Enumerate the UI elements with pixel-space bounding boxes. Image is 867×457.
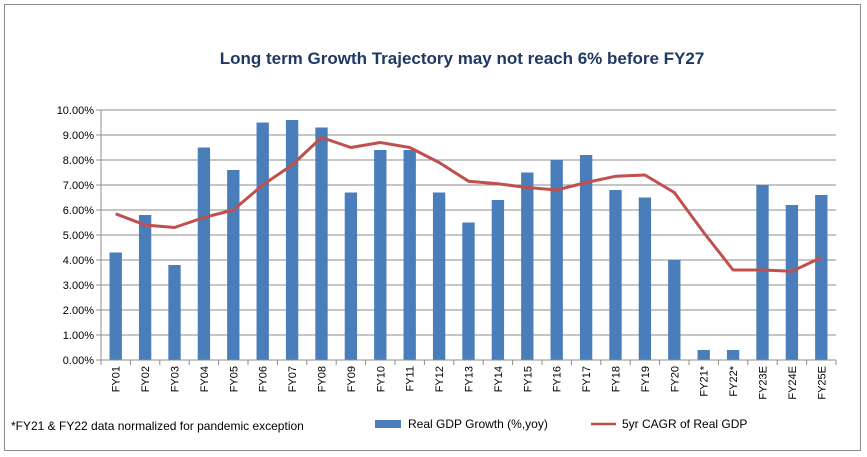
- x-tick-label: FY17: [581, 366, 593, 392]
- x-tick-label: FY15: [522, 366, 534, 392]
- legend-label-bar: Real GDP Growth (%,yoy): [408, 417, 548, 431]
- bar-fy19: [638, 197, 652, 360]
- x-tick-label: FY16: [552, 366, 564, 392]
- x-tick-label: FY04: [199, 366, 211, 392]
- gridlines: [101, 109, 836, 336]
- x-tick-label: FY14: [493, 366, 505, 392]
- chart-title: Long term Growth Trajectory may not reac…: [220, 49, 705, 68]
- x-tick-label: FY09: [346, 366, 358, 392]
- bar-series: [109, 120, 828, 360]
- bar-fy14: [491, 200, 505, 360]
- x-tick-label: FY11: [405, 366, 417, 391]
- x-tick-label: FY22*: [728, 365, 740, 396]
- y-tick-label: 4.00%: [63, 255, 94, 267]
- x-tick-label: FY23E: [758, 366, 770, 400]
- y-tick-label: 9.00%: [63, 130, 94, 142]
- x-tick-label: FY13: [464, 366, 476, 392]
- legend-swatch-bar: [375, 420, 401, 428]
- bar-fy16: [550, 160, 563, 360]
- bar-fy06: [256, 122, 269, 360]
- line-series: [115, 136, 822, 273]
- bar-fy01: [109, 252, 122, 360]
- x-tick-label: FY06: [258, 366, 270, 392]
- legend: Real GDP Growth (%,yoy) 5yr CAGR of Real…: [375, 417, 747, 431]
- bar-fy18: [609, 190, 622, 360]
- y-tick-label: 1.00%: [63, 330, 94, 342]
- bar-fy21-star: [697, 350, 710, 360]
- bar-fy03: [168, 265, 181, 360]
- bar-fy23e: [756, 185, 769, 360]
- bar-fy15: [521, 172, 534, 360]
- bar-fy11: [403, 150, 416, 360]
- bar-fy25e: [815, 195, 828, 360]
- bar-fy02: [138, 215, 152, 360]
- bar-fy12: [432, 192, 446, 360]
- bar-fy24e: [785, 205, 799, 360]
- x-tick-label: FY24E: [787, 366, 799, 400]
- axes: [100, 110, 836, 361]
- x-tick-label: FY07: [287, 366, 299, 392]
- footnote: *FY21 & FY22 data normalized for pandemi…: [11, 419, 304, 433]
- x-tick-label: FY20: [669, 366, 681, 392]
- x-tick-label: FY02: [140, 366, 152, 392]
- x-tick-label: FY08: [317, 366, 329, 392]
- bar-fy08: [315, 127, 328, 360]
- bar-fy20: [668, 260, 681, 360]
- x-tick-label: FY21*: [699, 365, 711, 396]
- x-tick-label: FY05: [228, 366, 240, 392]
- y-tick-label: 5.00%: [63, 230, 94, 242]
- y-tick-label: 3.00%: [63, 280, 94, 292]
- bar-fy22-star: [726, 350, 740, 360]
- bar-fy13: [462, 222, 475, 360]
- x-tick-label: FY03: [170, 366, 182, 392]
- bar-fy09: [344, 192, 358, 360]
- x-axis-ticks: FY01 FY02 FY03 FY04 FY05 FY06 FY07 FY08 FY09 FY10…: [100, 360, 837, 400]
- x-tick-label: FY19: [640, 366, 652, 392]
- bar-fy17: [579, 155, 593, 360]
- y-tick-label: 8.00%: [63, 155, 94, 167]
- cagr-line: [115, 136, 822, 273]
- y-tick-label: 2.00%: [63, 305, 94, 317]
- x-tick-label: FY18: [611, 366, 623, 392]
- x-tick-label: FY25E: [816, 366, 828, 400]
- y-tick-label: 6.00%: [63, 205, 94, 217]
- bar-fy05: [227, 170, 240, 360]
- y-tick-label: 7.00%: [63, 180, 94, 192]
- bar-fy10: [374, 150, 387, 360]
- bar-fy07: [285, 120, 299, 360]
- x-tick-label: FY10: [375, 366, 387, 392]
- y-axis-ticks: 0.00% 1.00% 2.00% 3.00% 4.00% 5.00% 6.00% 7.00%…: [57, 105, 101, 367]
- bar-fy04: [197, 147, 211, 360]
- x-tick-label: FY01: [111, 366, 123, 392]
- legend-label-line: 5yr CAGR of Real GDP: [622, 417, 747, 431]
- y-tick-label: 10.00%: [57, 105, 95, 117]
- x-tick-label: FY12: [434, 366, 446, 392]
- y-tick-label: 0.00%: [63, 355, 94, 367]
